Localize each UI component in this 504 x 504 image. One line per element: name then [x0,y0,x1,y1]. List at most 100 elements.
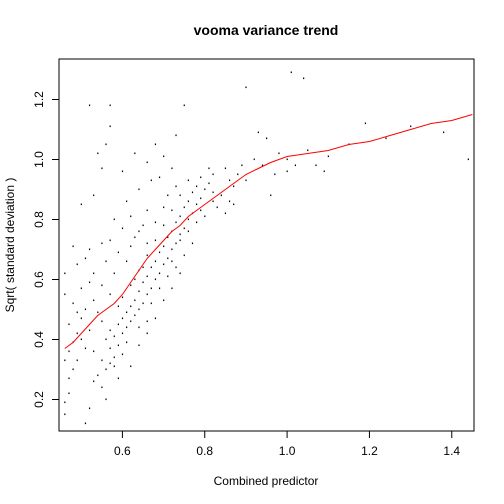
data-point [72,245,74,248]
data-point [80,317,82,320]
data-point [64,401,66,404]
data-point [134,152,136,155]
data-point [150,302,152,305]
data-point [93,272,95,275]
y-axis-label: Sqrt( standard deviation ) [3,178,17,313]
data-point [64,272,66,275]
x-axis: 0.6 0.8 1.0 1.2 1.4 [114,430,460,458]
data-point [130,284,132,287]
x-tick-label: 1.2 [361,444,378,458]
data-point [130,320,132,323]
data-point [64,293,66,296]
data-point [105,338,107,341]
data-point [126,311,128,314]
data-point [97,152,99,155]
data-point [171,287,173,290]
data-point [134,299,136,302]
data-point [216,206,218,209]
data-point [109,362,111,365]
data-point [286,170,288,173]
data-point [278,152,280,155]
x-tick-label: 1.0 [279,444,296,458]
y-tick-label: 0.6 [32,271,46,288]
data-point [97,374,99,377]
data-point [154,143,157,146]
data-point [410,125,412,128]
data-point [130,305,132,308]
data-point [167,194,169,197]
data-point [121,353,124,356]
data-point [68,350,70,353]
data-point [270,194,272,197]
data-point [117,305,119,308]
data-point [167,257,169,260]
data-point [142,281,144,284]
data-point [208,167,210,170]
data-point [150,179,152,182]
data-point [200,176,202,179]
data-point [323,170,325,173]
data-point [175,242,177,245]
data-point [113,365,115,368]
data-point [196,185,198,188]
data-point [142,302,144,305]
data-point [76,332,78,335]
data-point [274,173,276,176]
data-point [150,266,152,269]
data-point [158,251,161,254]
data-point [109,104,111,107]
data-point [163,245,165,248]
data-point [224,212,227,215]
data-point [121,317,124,320]
data-point [93,299,95,302]
data-point [175,134,177,137]
data-point [117,377,119,380]
data-point [179,272,181,275]
data-point [146,254,148,257]
data-point [257,131,259,134]
data-point [109,125,111,128]
points-layer [64,71,469,425]
data-point [290,71,292,74]
data-point [113,356,115,359]
data-point [105,143,107,146]
data-point [175,185,177,188]
data-point [101,284,103,287]
data-point [183,227,185,230]
data-point [150,287,152,290]
y-tick-label: 0.4 [32,331,46,348]
data-point [76,263,78,266]
data-point [88,329,91,332]
data-point [179,215,181,218]
data-point [101,386,103,389]
data-point [171,209,173,212]
data-point [154,221,157,224]
data-point [101,242,103,245]
data-point [327,155,329,158]
data-point [245,86,247,89]
data-point [88,104,91,107]
data-point [134,236,136,239]
data-point [158,176,161,179]
data-point [261,164,264,167]
data-point [88,248,91,251]
data-point [187,179,189,182]
data-point [467,158,469,161]
data-point [187,230,189,233]
data-point [228,179,231,182]
data-point [146,209,148,212]
data-point [101,320,103,323]
x-tick-label: 1.4 [443,444,460,458]
data-point [294,164,297,167]
data-point [130,365,132,368]
chart-title: vooma variance trend [194,22,339,38]
data-point [183,104,185,107]
x-tick-label: 0.8 [196,444,213,458]
data-point [68,323,70,326]
data-point [228,200,231,203]
data-point [138,290,140,293]
data-point [80,287,82,290]
data-point [109,329,111,332]
data-point [146,320,148,323]
